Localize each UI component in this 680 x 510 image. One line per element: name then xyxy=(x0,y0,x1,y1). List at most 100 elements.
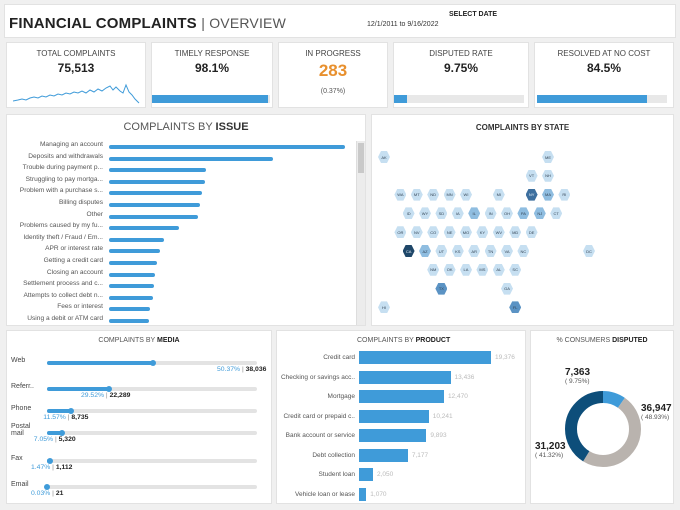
state-hex-mo[interactable]: MO xyxy=(460,226,472,239)
state-hex-ga[interactable]: GA xyxy=(501,282,513,295)
issues-scrollbar[interactable] xyxy=(356,141,365,325)
state-hex-co[interactable]: CO xyxy=(427,226,440,239)
donut-segment[interactable] xyxy=(565,391,641,467)
state-hex-sc[interactable]: SC xyxy=(509,263,522,276)
state-hex-mt[interactable]: MT xyxy=(410,188,423,201)
state-hex-la[interactable]: LA xyxy=(460,263,472,276)
media-dot[interactable] xyxy=(68,408,75,414)
disputed-pct: ( 48.93%) xyxy=(641,414,670,421)
donut-segment[interactable] xyxy=(565,391,641,467)
issue-bar[interactable] xyxy=(109,145,345,149)
state-hex-ia[interactable]: IA xyxy=(451,207,464,220)
media-dot[interactable] xyxy=(105,386,112,392)
product-bar[interactable] xyxy=(359,448,408,462)
state-hex-mi[interactable]: MI xyxy=(492,188,505,201)
product-bar[interactable] xyxy=(359,370,451,384)
issue-bar[interactable] xyxy=(109,307,151,312)
product-bar[interactable] xyxy=(359,468,373,481)
state-hex-hi[interactable]: HI xyxy=(378,301,390,314)
media-fill[interactable] xyxy=(47,387,109,391)
state-hex-al[interactable]: AL xyxy=(492,263,505,276)
issue-bar[interactable] xyxy=(109,191,203,196)
issue-bar[interactable] xyxy=(109,156,274,161)
date-range-filter[interactable]: 12/1/2011 to 9/16/2022 xyxy=(367,21,439,28)
media-separator: | xyxy=(50,464,56,471)
product-value: 10,241 xyxy=(432,412,453,420)
scrollbar-thumb[interactable] xyxy=(358,143,364,173)
state-hex-me[interactable]: ME xyxy=(542,151,554,163)
state-hex-sd[interactable]: SD xyxy=(435,207,448,220)
media-fill[interactable] xyxy=(47,431,62,435)
state-hex-ma[interactable]: MA xyxy=(542,188,554,201)
disputed-donut xyxy=(565,391,641,467)
state-hex-ny[interactable]: NY xyxy=(525,188,538,201)
state-hex-wy[interactable]: WY xyxy=(419,207,431,220)
state-hex-ks[interactable]: KS xyxy=(451,245,464,257)
state-hex-ca[interactable]: CA xyxy=(402,245,415,257)
issues-title-pre: COMPLAINTS BY xyxy=(123,121,216,133)
state-hex-in[interactable]: IN xyxy=(484,207,497,220)
state-hex-nm[interactable]: NM xyxy=(427,263,440,276)
state-hex-nv[interactable]: NV xyxy=(410,226,423,239)
issue-bar[interactable] xyxy=(109,203,200,207)
media-fill[interactable] xyxy=(47,361,153,365)
state-hex-pa[interactable]: PA xyxy=(517,207,530,220)
state-hex-wv[interactable]: WV xyxy=(492,226,505,239)
media-dot[interactable] xyxy=(58,430,65,436)
issue-bar[interactable] xyxy=(109,319,150,323)
issue-bar[interactable] xyxy=(109,237,165,242)
state-hex-nc[interactable]: NC xyxy=(517,245,530,257)
state-hex-dc[interactable]: DC xyxy=(583,245,595,257)
kpi-value: 98.1% xyxy=(194,61,230,75)
state-hex-il[interactable]: IL xyxy=(468,207,481,220)
product-bar[interactable] xyxy=(359,409,429,423)
product-bar[interactable] xyxy=(359,351,491,364)
state-hex-or[interactable]: OR xyxy=(394,226,407,239)
product-bar[interactable] xyxy=(359,429,427,442)
state-hex-wi[interactable]: WI xyxy=(460,188,472,201)
state-hex-nd[interactable]: ND xyxy=(427,188,440,201)
issues-panel: COMPLAINTS BY ISSUE Managing an account D… xyxy=(6,114,366,326)
media-dot[interactable] xyxy=(47,458,54,464)
state-hex-wa[interactable]: WA xyxy=(394,188,407,201)
state-hex-ar[interactable]: AR xyxy=(468,245,481,257)
state-hex-md[interactable]: MD xyxy=(509,226,522,239)
state-hex-oh[interactable]: OH xyxy=(501,207,513,220)
issue-bar[interactable] xyxy=(109,168,206,173)
state-hex-ak[interactable]: AK xyxy=(378,151,390,163)
product-label: Student loan xyxy=(318,471,355,478)
issue-bar[interactable] xyxy=(109,261,158,265)
state-hex-fl[interactable]: FL xyxy=(509,301,522,314)
state-hex-vt[interactable]: VT xyxy=(525,169,538,182)
product-bar[interactable] xyxy=(359,487,367,501)
state-hex-mn[interactable]: MN xyxy=(443,188,456,201)
state-hex-ut[interactable]: UT xyxy=(435,245,448,257)
issue-label: Trouble during payment p... xyxy=(22,164,103,172)
product-bar[interactable] xyxy=(359,390,444,403)
state-hex-ri[interactable]: RI xyxy=(558,188,571,201)
state-hex-tn[interactable]: TN xyxy=(484,245,497,257)
state-hex-ok[interactable]: OK xyxy=(443,263,456,276)
issue-bar[interactable] xyxy=(109,272,156,277)
issue-bar[interactable] xyxy=(109,226,179,231)
state-hex-de[interactable]: DE xyxy=(525,226,538,239)
state-hex-ms[interactable]: MS xyxy=(476,263,489,276)
media-count: 1,112 xyxy=(55,464,73,471)
issue-bar[interactable] xyxy=(109,249,160,254)
media-dot[interactable] xyxy=(44,484,51,490)
issue-bar[interactable] xyxy=(109,295,153,300)
state-hex-ne[interactable]: NE xyxy=(443,226,456,239)
state-hex-va[interactable]: VA xyxy=(501,245,513,257)
state-hex-tx[interactable]: TX xyxy=(435,282,448,295)
state-hex-nj[interactable]: NJ xyxy=(533,207,546,220)
issue-bar[interactable] xyxy=(109,179,205,184)
state-hex-ky[interactable]: KY xyxy=(476,226,489,239)
state-hex-az[interactable]: AZ xyxy=(419,245,431,257)
state-hex-nh[interactable]: NH xyxy=(542,169,554,182)
issue-bar[interactable] xyxy=(109,284,154,289)
state-hex-id[interactable]: ID xyxy=(402,207,415,220)
state-hex-ct[interactable]: CT xyxy=(550,207,563,220)
media-fill[interactable] xyxy=(47,409,72,413)
issue-bar[interactable] xyxy=(109,214,198,219)
media-dot[interactable] xyxy=(149,360,156,366)
